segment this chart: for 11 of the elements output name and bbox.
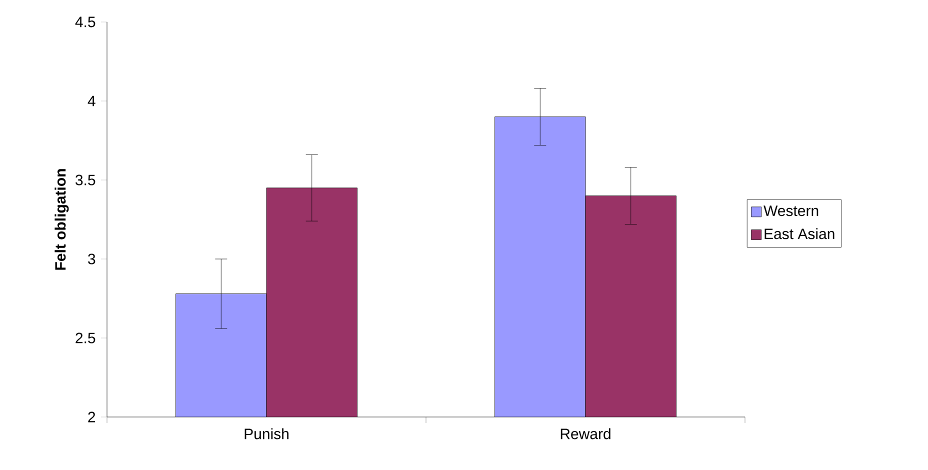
y-tick-label: 2.5: [76, 332, 96, 344]
y-tick-label: 3: [88, 254, 96, 264]
y-axis-title: Felt obligation: [54, 169, 69, 270]
legend-label: East Asian: [764, 228, 834, 240]
x-tick-label: Reward: [560, 428, 610, 440]
y-tick-label: 3.5: [76, 174, 96, 186]
y-tick-label: 4: [88, 96, 96, 106]
y-tick-label: 4.5: [75, 16, 96, 28]
x-tick-label: Punish: [244, 428, 288, 440]
y-tick-label: 2: [88, 412, 96, 422]
legend-label: Western: [764, 206, 818, 216]
